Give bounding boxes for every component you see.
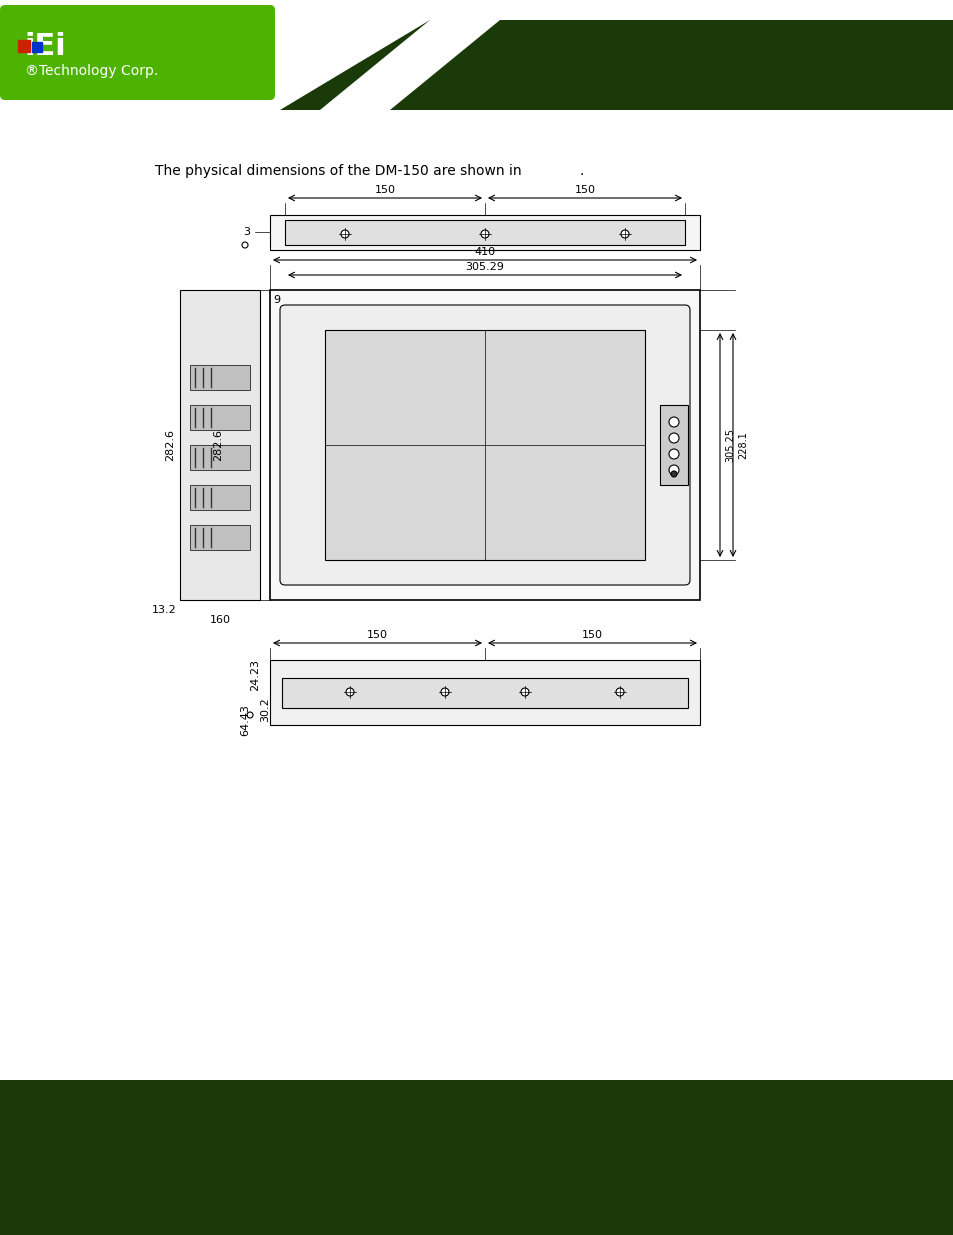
Bar [270, 290, 700, 600]
Text: 13.2: 13.2 [152, 605, 177, 615]
Text: 228.1: 228.1 [738, 431, 747, 459]
Text: 64.43: 64.43 [240, 704, 250, 736]
Text: ®Technology Corp.: ®Technology Corp. [25, 64, 158, 78]
Bar [190, 445, 250, 471]
Text: 150: 150 [574, 185, 595, 195]
Text: The physical dimensions of the DM-150 are shown in: The physical dimensions of the DM-150 ar… [154, 164, 521, 178]
Polygon shape [0, 1030, 430, 1079]
Polygon shape [0, 990, 439, 1079]
Bar [190, 485, 250, 510]
Bar [5, 10, 270, 95]
Text: 150: 150 [375, 185, 395, 195]
FancyBboxPatch shape [0, 5, 274, 100]
Text: 150: 150 [581, 630, 602, 640]
Circle shape [480, 230, 489, 238]
Bar [190, 366, 250, 390]
Bar [659, 405, 687, 485]
Bar [0, 1079, 953, 1235]
FancyBboxPatch shape [280, 305, 689, 585]
Circle shape [668, 450, 679, 459]
Circle shape [668, 433, 679, 443]
Text: 30.2: 30.2 [260, 698, 270, 722]
Text: 282.6: 282.6 [213, 429, 223, 461]
Text: 160: 160 [210, 615, 231, 625]
Text: 410: 410 [474, 247, 495, 257]
Circle shape [620, 230, 628, 238]
Circle shape [668, 417, 679, 427]
Bar [180, 290, 260, 600]
Text: 305.29: 305.29 [465, 262, 504, 272]
Text: 150: 150 [366, 630, 387, 640]
Circle shape [340, 230, 349, 238]
Polygon shape [0, 0, 953, 110]
Bar [270, 659, 700, 725]
Polygon shape [319, 20, 499, 110]
Circle shape [668, 466, 679, 475]
Bar [282, 678, 687, 708]
Bar [32, 42, 42, 52]
Circle shape [520, 688, 529, 697]
Circle shape [242, 242, 248, 248]
Bar [190, 405, 250, 430]
Bar [270, 215, 700, 249]
Bar [18, 40, 30, 52]
Circle shape [247, 713, 253, 718]
Text: 282.6: 282.6 [165, 429, 174, 461]
Text: 9: 9 [273, 295, 280, 305]
Text: .: . [579, 164, 584, 178]
Bar [285, 220, 684, 245]
Text: 24.23: 24.23 [250, 659, 260, 692]
Bar [190, 525, 250, 550]
Circle shape [670, 471, 677, 477]
Circle shape [616, 688, 623, 697]
Circle shape [440, 688, 449, 697]
Bar [0, 0, 953, 110]
Text: iEi: iEi [25, 32, 67, 61]
Bar [325, 330, 644, 559]
Circle shape [346, 688, 354, 697]
Text: 3: 3 [243, 227, 250, 237]
Text: 305.25: 305.25 [724, 429, 734, 462]
